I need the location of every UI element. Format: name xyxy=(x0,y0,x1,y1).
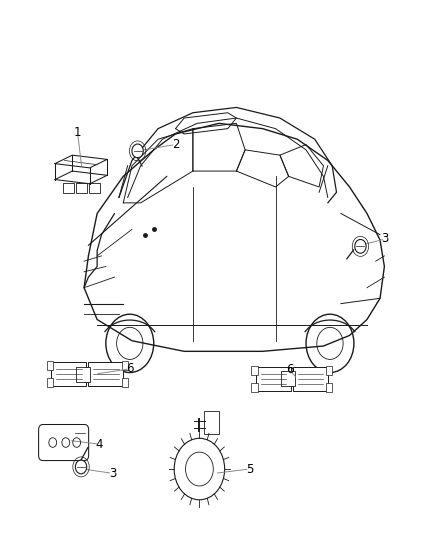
FancyBboxPatch shape xyxy=(77,367,90,382)
FancyBboxPatch shape xyxy=(326,366,332,375)
FancyBboxPatch shape xyxy=(76,183,87,193)
FancyBboxPatch shape xyxy=(47,361,53,370)
Text: 6: 6 xyxy=(286,364,293,376)
Text: 2: 2 xyxy=(172,138,179,151)
FancyBboxPatch shape xyxy=(63,183,74,193)
FancyBboxPatch shape xyxy=(84,367,98,382)
Text: 5: 5 xyxy=(246,463,253,475)
FancyBboxPatch shape xyxy=(326,383,332,392)
Circle shape xyxy=(132,144,143,158)
FancyBboxPatch shape xyxy=(89,183,100,193)
Text: 1: 1 xyxy=(74,126,81,140)
Text: 3: 3 xyxy=(109,467,116,480)
FancyBboxPatch shape xyxy=(122,361,128,370)
FancyBboxPatch shape xyxy=(251,366,258,375)
FancyBboxPatch shape xyxy=(51,362,86,386)
FancyBboxPatch shape xyxy=(122,378,128,387)
FancyBboxPatch shape xyxy=(281,372,295,386)
Text: 6: 6 xyxy=(126,362,134,375)
FancyBboxPatch shape xyxy=(251,383,258,392)
Circle shape xyxy=(174,438,225,500)
FancyBboxPatch shape xyxy=(289,372,303,386)
FancyBboxPatch shape xyxy=(39,424,88,461)
FancyBboxPatch shape xyxy=(88,362,124,386)
Circle shape xyxy=(355,239,366,253)
FancyBboxPatch shape xyxy=(293,367,328,391)
FancyBboxPatch shape xyxy=(256,367,291,391)
FancyBboxPatch shape xyxy=(47,378,53,387)
Circle shape xyxy=(75,460,87,474)
FancyBboxPatch shape xyxy=(204,411,219,434)
Text: 3: 3 xyxy=(381,232,389,245)
Text: 4: 4 xyxy=(95,438,103,450)
